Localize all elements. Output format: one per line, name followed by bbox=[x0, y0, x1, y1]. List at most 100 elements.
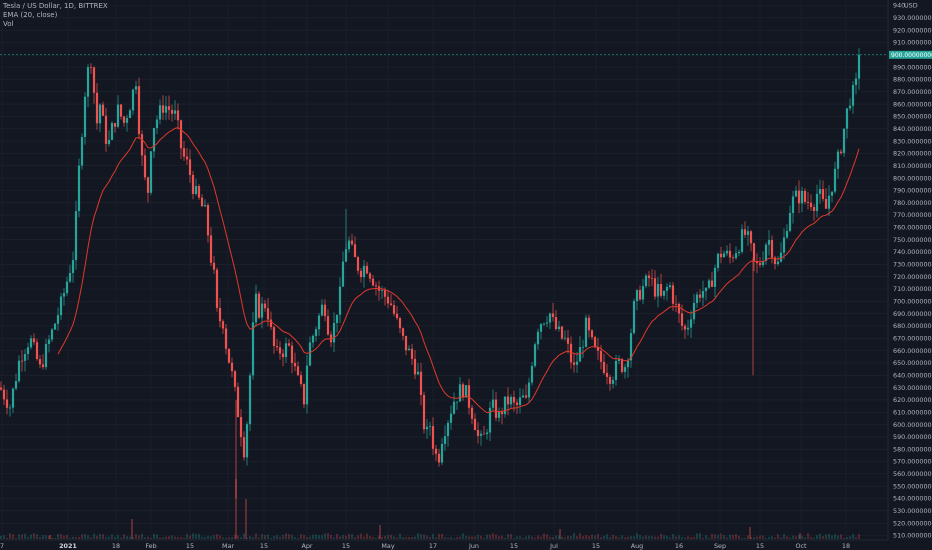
candle-body bbox=[839, 151, 843, 154]
volume-bar bbox=[246, 537, 248, 539]
volume-bar bbox=[405, 537, 407, 539]
candle-body bbox=[701, 291, 705, 298]
volume-bar bbox=[150, 537, 152, 539]
candle-body bbox=[794, 190, 798, 197]
volume-bar bbox=[300, 534, 302, 539]
candle-body bbox=[320, 304, 324, 316]
candle-body bbox=[92, 67, 96, 93]
candle-body bbox=[386, 296, 390, 304]
volume-bar bbox=[363, 536, 365, 539]
volume-bar bbox=[429, 537, 431, 539]
candle-body bbox=[437, 453, 441, 463]
price-axis[interactable]: 940. 930.00000000 920.00000000 910.00000000… bbox=[893, 2, 932, 540]
volume-bar bbox=[714, 534, 716, 539]
volume-bar bbox=[438, 533, 440, 539]
legend-ema: EMA (20, close) bbox=[3, 11, 58, 19]
price-tick-label: 580.00000000 bbox=[893, 445, 932, 453]
candle-body bbox=[590, 330, 594, 338]
candle-body bbox=[740, 229, 744, 252]
volume-bar bbox=[126, 536, 128, 539]
volume-bar bbox=[672, 534, 674, 539]
price-tick-label: 670.00000000 bbox=[893, 334, 932, 342]
price-tick-label: 570.00000000 bbox=[893, 458, 932, 466]
candle-body bbox=[77, 165, 81, 212]
price-tick-label: 850.00000000 bbox=[893, 113, 932, 121]
volume-bar bbox=[378, 535, 380, 539]
price-tick-label: 520.00000000 bbox=[893, 519, 932, 527]
candle-body bbox=[545, 322, 549, 324]
time-tick-label: 15 bbox=[592, 542, 600, 550]
candle-body bbox=[302, 383, 306, 405]
candle-body bbox=[770, 240, 774, 258]
volume-bar bbox=[360, 533, 362, 539]
volume-bar bbox=[678, 535, 680, 539]
candle-body bbox=[665, 286, 669, 291]
time-tick-label: 18 bbox=[112, 542, 120, 550]
candle-body bbox=[29, 338, 33, 348]
candle-body bbox=[818, 189, 822, 194]
time-axis[interactable]: 7 2021 18 Feb 15 Mar 15 Apr 15 May 17 Jun 15 Jul 15 Aug… bbox=[0, 542, 850, 550]
candle-body bbox=[695, 294, 699, 303]
candle-body bbox=[191, 174, 195, 195]
candle-body bbox=[440, 443, 444, 463]
volume-bar bbox=[732, 535, 734, 539]
candle-body bbox=[338, 286, 342, 315]
candle-body bbox=[260, 303, 264, 318]
candle-body bbox=[38, 359, 42, 365]
price-tick-label: 550.00000000 bbox=[893, 482, 932, 490]
volume-bar bbox=[819, 533, 821, 539]
volume-bar bbox=[513, 537, 515, 539]
candle-body bbox=[428, 426, 432, 427]
volume-bar bbox=[726, 537, 728, 539]
candle-body bbox=[74, 211, 78, 261]
candle-body bbox=[206, 205, 210, 236]
volume-bar bbox=[651, 536, 653, 539]
volume-bar bbox=[489, 534, 491, 539]
candle-body bbox=[146, 177, 150, 193]
volume-bar bbox=[639, 535, 641, 539]
candle-body bbox=[635, 290, 639, 302]
volume-bar bbox=[267, 534, 269, 539]
volume-bar bbox=[753, 537, 755, 539]
volume-bar bbox=[381, 536, 383, 539]
price-tick-label: 600.00000000 bbox=[893, 421, 932, 429]
candle-body bbox=[44, 343, 48, 368]
candle-body bbox=[308, 342, 312, 366]
candle-body bbox=[641, 286, 645, 300]
candle-body bbox=[152, 128, 156, 152]
volume-bar bbox=[501, 535, 503, 539]
volume-bar bbox=[654, 536, 656, 539]
volume-bar bbox=[78, 536, 80, 539]
candle-body bbox=[134, 86, 138, 90]
volume-bar bbox=[858, 534, 860, 539]
candle-body bbox=[509, 396, 513, 405]
candle-body bbox=[362, 265, 366, 278]
candle-body bbox=[140, 134, 144, 156]
candle-body bbox=[461, 384, 465, 398]
price-tick-label: 530.00000000 bbox=[893, 507, 932, 515]
time-tick-label: 15 bbox=[510, 542, 518, 550]
candle-body bbox=[218, 307, 222, 322]
volume-bar bbox=[417, 533, 419, 539]
volume-bar bbox=[198, 533, 200, 539]
volume-bar bbox=[279, 536, 281, 539]
price-tick-label: 640.00000000 bbox=[893, 371, 932, 379]
candle-body bbox=[431, 426, 435, 449]
volume-bar bbox=[723, 534, 725, 539]
volume-bar bbox=[456, 537, 458, 539]
volume-bar bbox=[426, 535, 428, 539]
candle-body bbox=[836, 151, 840, 169]
volume-bar bbox=[771, 536, 773, 539]
volume-bar bbox=[42, 535, 44, 539]
candle-body bbox=[407, 348, 411, 351]
candle-body bbox=[692, 302, 696, 320]
volume-bar bbox=[687, 536, 689, 539]
volume-bar bbox=[180, 537, 182, 539]
volume-bar bbox=[559, 529, 561, 539]
candle-body bbox=[539, 324, 543, 332]
candle-body bbox=[116, 104, 120, 127]
candle-body bbox=[617, 359, 621, 361]
volume-bar bbox=[27, 536, 29, 539]
volume-bar bbox=[816, 535, 818, 539]
